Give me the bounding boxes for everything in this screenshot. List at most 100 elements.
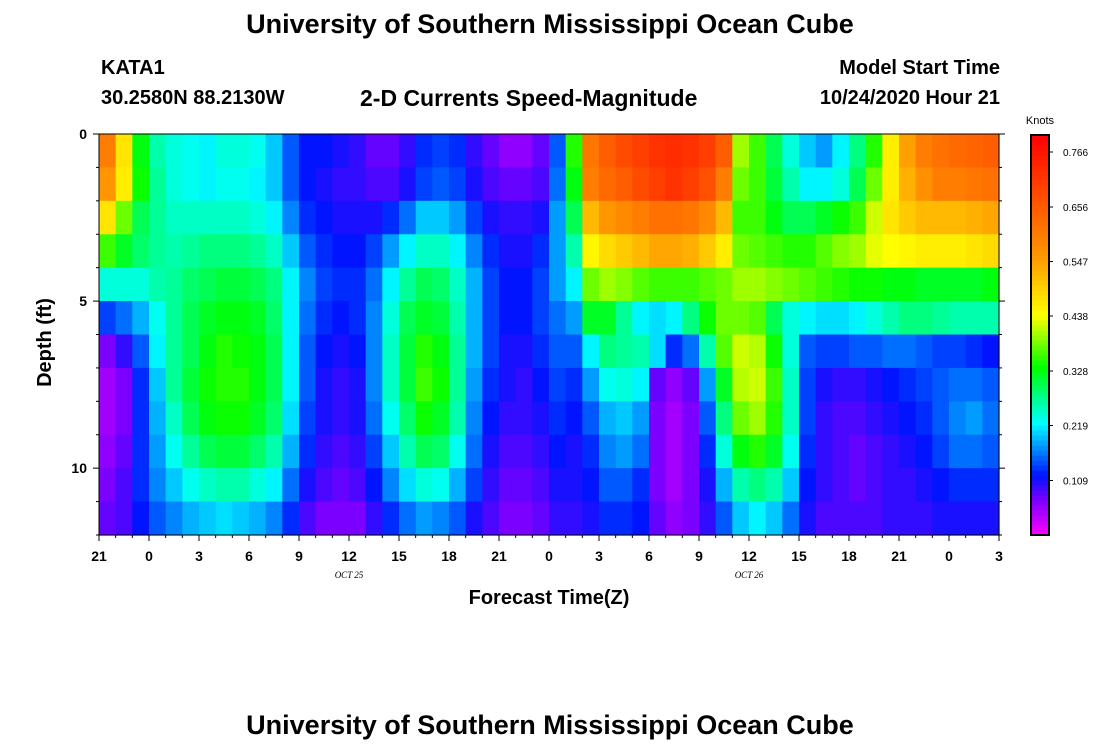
- heatmap-cell: [799, 234, 817, 269]
- heatmap-cell: [749, 200, 767, 235]
- heatmap-cell: [432, 434, 450, 469]
- heatmap-cell: [482, 468, 500, 503]
- heatmap-cell: [232, 401, 250, 436]
- heatmap-cell: [482, 434, 500, 469]
- colorbar-segment: [1031, 415, 1049, 421]
- heatmap-cells: [99, 134, 1000, 536]
- heatmap-cell: [599, 301, 617, 336]
- heatmap-cell: [799, 134, 817, 169]
- heatmap-cell: [782, 434, 800, 469]
- heatmap-cell: [965, 401, 983, 436]
- heatmap-cell: [615, 334, 633, 369]
- heatmap-cell: [932, 367, 950, 402]
- heatmap-cell: [349, 200, 367, 235]
- heatmap-cell: [765, 301, 783, 336]
- heatmap-cell: [315, 234, 333, 269]
- colorbar-segment: [1031, 430, 1049, 436]
- heatmap-cell: [465, 367, 483, 402]
- heatmap-cell: [715, 367, 733, 402]
- heatmap-cell: [232, 301, 250, 336]
- heatmap-cell: [615, 468, 633, 503]
- colorbar-segment: [1031, 440, 1049, 446]
- heatmap-cell: [515, 167, 533, 202]
- heatmap-cell: [682, 267, 700, 302]
- heatmap-cell: [482, 301, 500, 336]
- heatmap-cell: [765, 134, 783, 169]
- heatmap-cell: [499, 167, 517, 202]
- heatmap-cell: [865, 434, 883, 469]
- heatmap-cell: [565, 200, 583, 235]
- x-tick-label: 21: [891, 548, 907, 564]
- heatmap-cell: [982, 200, 1000, 235]
- heatmap-cell: [665, 468, 683, 503]
- heatmap-cell: [699, 200, 717, 235]
- heatmap-cell: [482, 367, 500, 402]
- colorbar-segment: [1031, 195, 1049, 201]
- heatmap-cell: [232, 434, 250, 469]
- heatmap-cell: [949, 200, 967, 235]
- heatmap-cell: [732, 501, 750, 536]
- colorbar-segment: [1031, 460, 1049, 466]
- heatmap-cell: [365, 334, 383, 369]
- heatmap-cell: [249, 434, 267, 469]
- heatmap-cell: [532, 234, 550, 269]
- heatmap-cell: [282, 501, 300, 536]
- heatmap-cell: [849, 401, 867, 436]
- heatmap-cell: [449, 200, 467, 235]
- heatmap-cell: [149, 434, 167, 469]
- heatmap-cell: [532, 134, 550, 169]
- heatmap-cell: [249, 501, 267, 536]
- heatmap-cell: [832, 234, 850, 269]
- heatmap-cell: [649, 401, 667, 436]
- heatmap-cell: [715, 200, 733, 235]
- x-tick-label: 0: [145, 548, 153, 564]
- heatmap-cell: [515, 134, 533, 169]
- heatmap-cell: [682, 167, 700, 202]
- colorbar-segment: [1031, 335, 1049, 341]
- colorbar-segment: [1031, 400, 1049, 406]
- heatmap-cell: [265, 134, 283, 169]
- heatmap-cell: [132, 468, 150, 503]
- x-tick-label: 3: [195, 548, 203, 564]
- heatmap-cell: [582, 267, 600, 302]
- heatmap-cell: [815, 301, 833, 336]
- heatmap-cell: [199, 234, 217, 269]
- heatmap-cell: [149, 200, 167, 235]
- heatmap-cell: [499, 234, 517, 269]
- heatmap-cell: [365, 401, 383, 436]
- heatmap-cell: [482, 267, 500, 302]
- heatmap-cell: [165, 234, 183, 269]
- heatmap-cell: [349, 267, 367, 302]
- heatmap-cell: [799, 468, 817, 503]
- heatmap-cell: [715, 501, 733, 536]
- heatmap-cell: [332, 134, 350, 169]
- heatmap-cell: [99, 334, 117, 369]
- heatmap-cell: [415, 267, 433, 302]
- colorbar-segment: [1031, 215, 1049, 221]
- colorbar-segment: [1031, 235, 1049, 241]
- heatmap-cell: [199, 301, 217, 336]
- heatmap-cell: [582, 134, 600, 169]
- heatmap-cell: [915, 267, 933, 302]
- colorbar-segment: [1031, 395, 1049, 401]
- heatmap-cell: [182, 301, 200, 336]
- heatmap-cell: [982, 434, 1000, 469]
- page-title-bottom: University of Southern Mississippi Ocean…: [246, 710, 854, 740]
- heatmap-cell: [382, 167, 400, 202]
- y-tick-label: 0: [79, 126, 87, 142]
- heatmap-cell: [232, 234, 250, 269]
- heatmap-cell: [882, 468, 900, 503]
- heatmap-cell: [632, 334, 650, 369]
- heatmap-cell: [782, 200, 800, 235]
- heatmap-cell: [849, 468, 867, 503]
- heatmap-cell: [915, 334, 933, 369]
- heatmap-cell: [215, 401, 233, 436]
- heatmap-cell: [199, 334, 217, 369]
- colorbar-segment: [1031, 280, 1049, 286]
- heatmap-cell: [282, 167, 300, 202]
- heatmap-cell: [115, 234, 133, 269]
- heatmap-cell: [949, 134, 967, 169]
- heatmap-cell: [532, 367, 550, 402]
- heatmap-cell: [665, 367, 683, 402]
- heatmap-cell: [315, 334, 333, 369]
